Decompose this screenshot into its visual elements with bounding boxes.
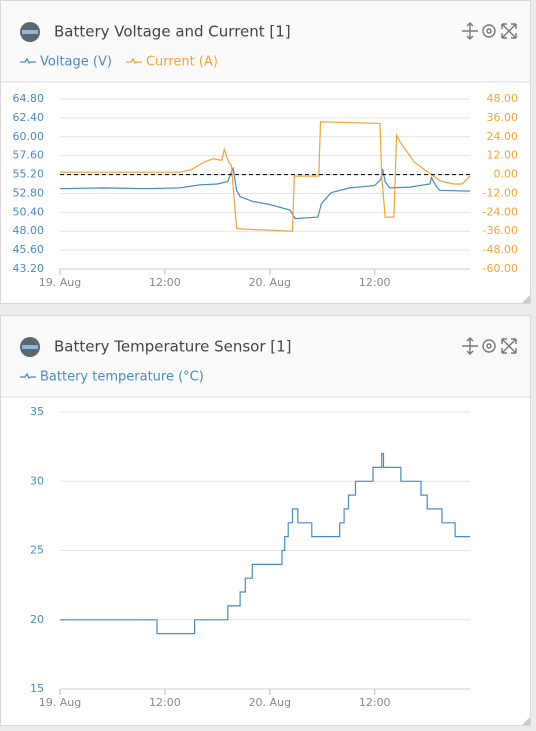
y-tick-label: 43.20	[13, 262, 45, 275]
series-line	[59, 166, 471, 220]
panel-title: Battery Voltage and Current [1]	[54, 23, 291, 41]
y2-tick-label: -48.00	[483, 243, 518, 256]
device-icon-bar	[22, 345, 38, 349]
y2-tick-label: 48.00	[487, 92, 519, 105]
y-tick-label: 45.60	[13, 243, 45, 256]
y-tick-label: 25	[30, 544, 44, 557]
y2-tick-label: 24.00	[487, 130, 519, 143]
series-line	[60, 453, 470, 635]
settings-icon[interactable]	[482, 339, 496, 353]
y-tick-label: 60.00	[13, 130, 45, 143]
settings-icon[interactable]	[482, 24, 496, 38]
legend-swatch	[125, 57, 142, 64]
move-icon[interactable]	[462, 337, 478, 355]
expand-icon[interactable]	[501, 338, 517, 354]
y-tick-label: 57.60	[13, 149, 45, 162]
y-tick-label: 48.00	[13, 224, 45, 237]
x-tick-label: 12:00	[149, 276, 181, 289]
y-tick-label: 64.80	[13, 92, 45, 105]
panel-controls	[462, 337, 517, 355]
y2-tick-label: -36.00	[483, 224, 518, 237]
panel-title: Battery Temperature Sensor [1]	[54, 338, 292, 356]
panel-header	[1, 1, 530, 82]
y-tick-label: 20	[30, 613, 44, 626]
series-line	[60, 121, 471, 232]
resize-grip	[522, 717, 530, 725]
legend-label[interactable]: Voltage (V)	[40, 55, 112, 70]
y2-tick-label: -60.00	[483, 262, 518, 275]
legend-swatch	[20, 372, 36, 379]
y-tick-label: 52.80	[13, 186, 45, 199]
move-icon[interactable]	[462, 22, 478, 40]
legend-label[interactable]: Battery temperature (°C)	[40, 370, 204, 385]
y2-tick-label: 12.00	[487, 149, 519, 162]
y-tick-label: 62.40	[13, 111, 45, 124]
x-tick-label: 12:00	[359, 276, 391, 289]
x-tick-label: 12:00	[359, 696, 391, 709]
y-tick-label: 15	[30, 682, 44, 695]
resize-grip	[522, 295, 530, 303]
device-icon-bar	[22, 30, 38, 34]
x-tick-label: 20. Aug	[249, 276, 291, 289]
y-tick-label: 30	[30, 474, 44, 487]
x-tick-label: 12:00	[149, 696, 181, 709]
x-tick-label: 20. Aug	[249, 696, 291, 709]
expand-icon[interactable]	[501, 23, 517, 39]
y-tick-label: 50.40	[13, 205, 45, 218]
legend-label[interactable]: Current (A)	[146, 55, 218, 70]
y2-tick-label: 36.00	[487, 111, 519, 124]
settings-icon-core[interactable]	[486, 343, 492, 349]
x-tick-label: 19. Aug	[39, 276, 81, 289]
y2-tick-label: 0.00	[494, 168, 519, 181]
y-tick-label: 35	[30, 405, 44, 418]
settings-icon-core[interactable]	[486, 28, 492, 34]
y-tick-label: 55.20	[13, 168, 45, 181]
legend-swatch	[20, 57, 36, 64]
y2-tick-label: -24.00	[483, 205, 518, 218]
panel-header	[1, 316, 530, 397]
x-tick-label: 19. Aug	[39, 696, 81, 709]
panel-controls	[462, 22, 517, 40]
y2-tick-label: -12.00	[483, 186, 518, 199]
